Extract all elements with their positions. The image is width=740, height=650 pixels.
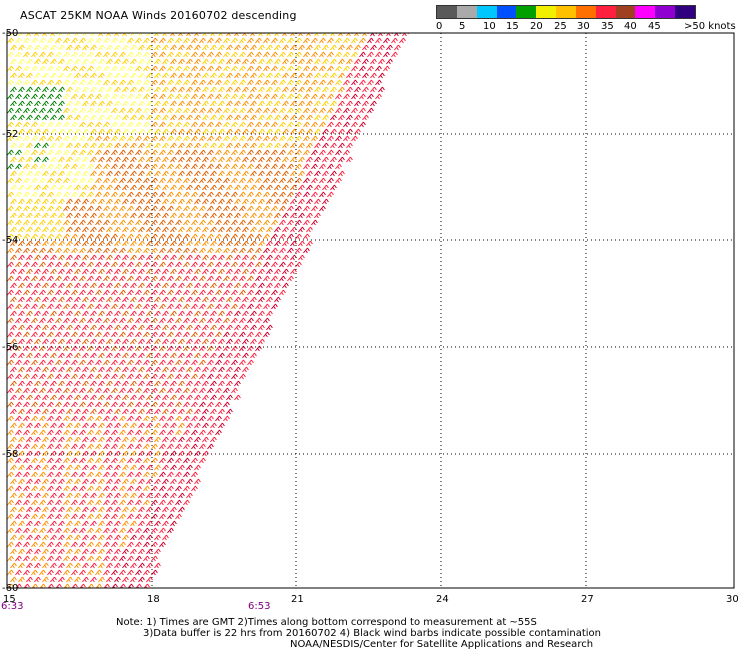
legend-swatch	[615, 6, 636, 18]
map-title: ASCAT 25KM NOAA Winds 20160702 descendin…	[20, 9, 297, 22]
time-label: 6:33	[1, 601, 23, 612]
longitude-label: 18	[147, 594, 160, 605]
wind-barbs	[7, 149, 302, 415]
legend-swatch	[575, 6, 596, 18]
latitude-label: -56	[2, 342, 18, 353]
time-labels: 6:33 6:53	[1, 601, 270, 612]
legend-label: 45	[648, 21, 661, 32]
legend-swatch	[536, 6, 557, 18]
legend-swatch	[516, 6, 537, 18]
legend-label: 30	[577, 21, 590, 32]
wind-speed-legend: 0 5 10 15 20 25 30 35 40 45 >50 knots	[436, 5, 736, 33]
latitude-label: -54	[2, 235, 18, 246]
wind-barbs	[111, 33, 401, 588]
legend-label: 5	[459, 21, 466, 32]
longitude-label: 27	[581, 594, 594, 605]
latitude-label: -52	[2, 129, 18, 140]
legend-labels: 0 5 10 15 20 25 30 35 40 45 >50 knots	[436, 19, 736, 33]
legend-label: 35	[601, 21, 614, 32]
note-line-3: NOAA/NESDIS/Center for Satellite Applica…	[290, 639, 594, 650]
legend-color-bar	[436, 5, 696, 19]
legend-swatch	[456, 6, 477, 18]
legend-label: 10	[483, 21, 496, 32]
latitude-label: -58	[2, 449, 18, 460]
latitude-labels: -50 -52 -54 -56 -58 -60	[2, 28, 18, 594]
wind-barbs	[7, 33, 369, 588]
graticule	[7, 33, 734, 588]
note-line-2: 3)Data buffer is 22 hrs from 20160702 4)…	[143, 628, 601, 639]
wind-barb-swath	[7, 33, 409, 588]
legend-label: >50 knots	[684, 21, 736, 32]
legend-swatch	[675, 6, 695, 18]
wind-barbs	[7, 33, 409, 588]
legend-swatch	[476, 6, 497, 18]
longitude-label: 24	[436, 594, 449, 605]
longitude-label: 15	[3, 594, 16, 605]
latitude-label: -60	[2, 583, 18, 594]
legend-label: 40	[624, 21, 637, 32]
time-label: 6:53	[248, 601, 270, 612]
legend-label: 0	[436, 21, 443, 32]
latitude-label: -50	[2, 28, 18, 39]
legend-swatch	[496, 6, 517, 18]
longitude-labels: 15 18 21 24 27 30	[3, 594, 739, 605]
legend-label: 25	[554, 21, 567, 32]
longitude-label: 21	[291, 594, 304, 605]
longitude-label: 30	[726, 594, 739, 605]
legend-label: 20	[530, 21, 543, 32]
wind-barbs	[7, 33, 358, 240]
legend-swatch	[556, 6, 576, 18]
legend-swatch	[437, 6, 457, 18]
note-line-1: Note: 1) Times are GMT 2)Times along bot…	[116, 617, 537, 628]
legend-swatch	[635, 6, 656, 18]
legend-label: 15	[506, 21, 519, 32]
wind-barbs	[7, 86, 65, 170]
legend-swatch	[595, 6, 616, 18]
plot-frame	[6, 32, 735, 589]
wind-barbs	[7, 33, 153, 198]
legend-swatch	[655, 6, 676, 18]
